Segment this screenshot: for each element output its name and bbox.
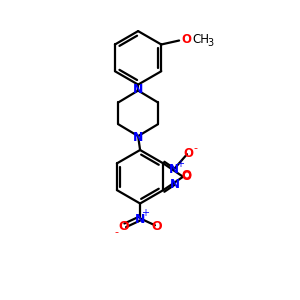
Text: N: N bbox=[170, 178, 180, 191]
Text: -: - bbox=[193, 143, 197, 153]
Text: -: - bbox=[114, 227, 118, 237]
Text: O: O bbox=[181, 169, 191, 182]
Text: O: O bbox=[152, 220, 162, 233]
Text: O: O bbox=[118, 220, 129, 233]
Text: O: O bbox=[181, 170, 191, 183]
Text: N: N bbox=[135, 213, 145, 226]
Text: N: N bbox=[169, 163, 179, 176]
Text: N: N bbox=[133, 82, 143, 96]
Text: N: N bbox=[133, 131, 143, 144]
Text: 3: 3 bbox=[207, 38, 213, 49]
Text: +: + bbox=[176, 159, 184, 169]
Text: O: O bbox=[183, 147, 193, 160]
Text: CH: CH bbox=[192, 33, 209, 46]
Text: O: O bbox=[181, 33, 191, 46]
Text: +: + bbox=[141, 208, 149, 218]
